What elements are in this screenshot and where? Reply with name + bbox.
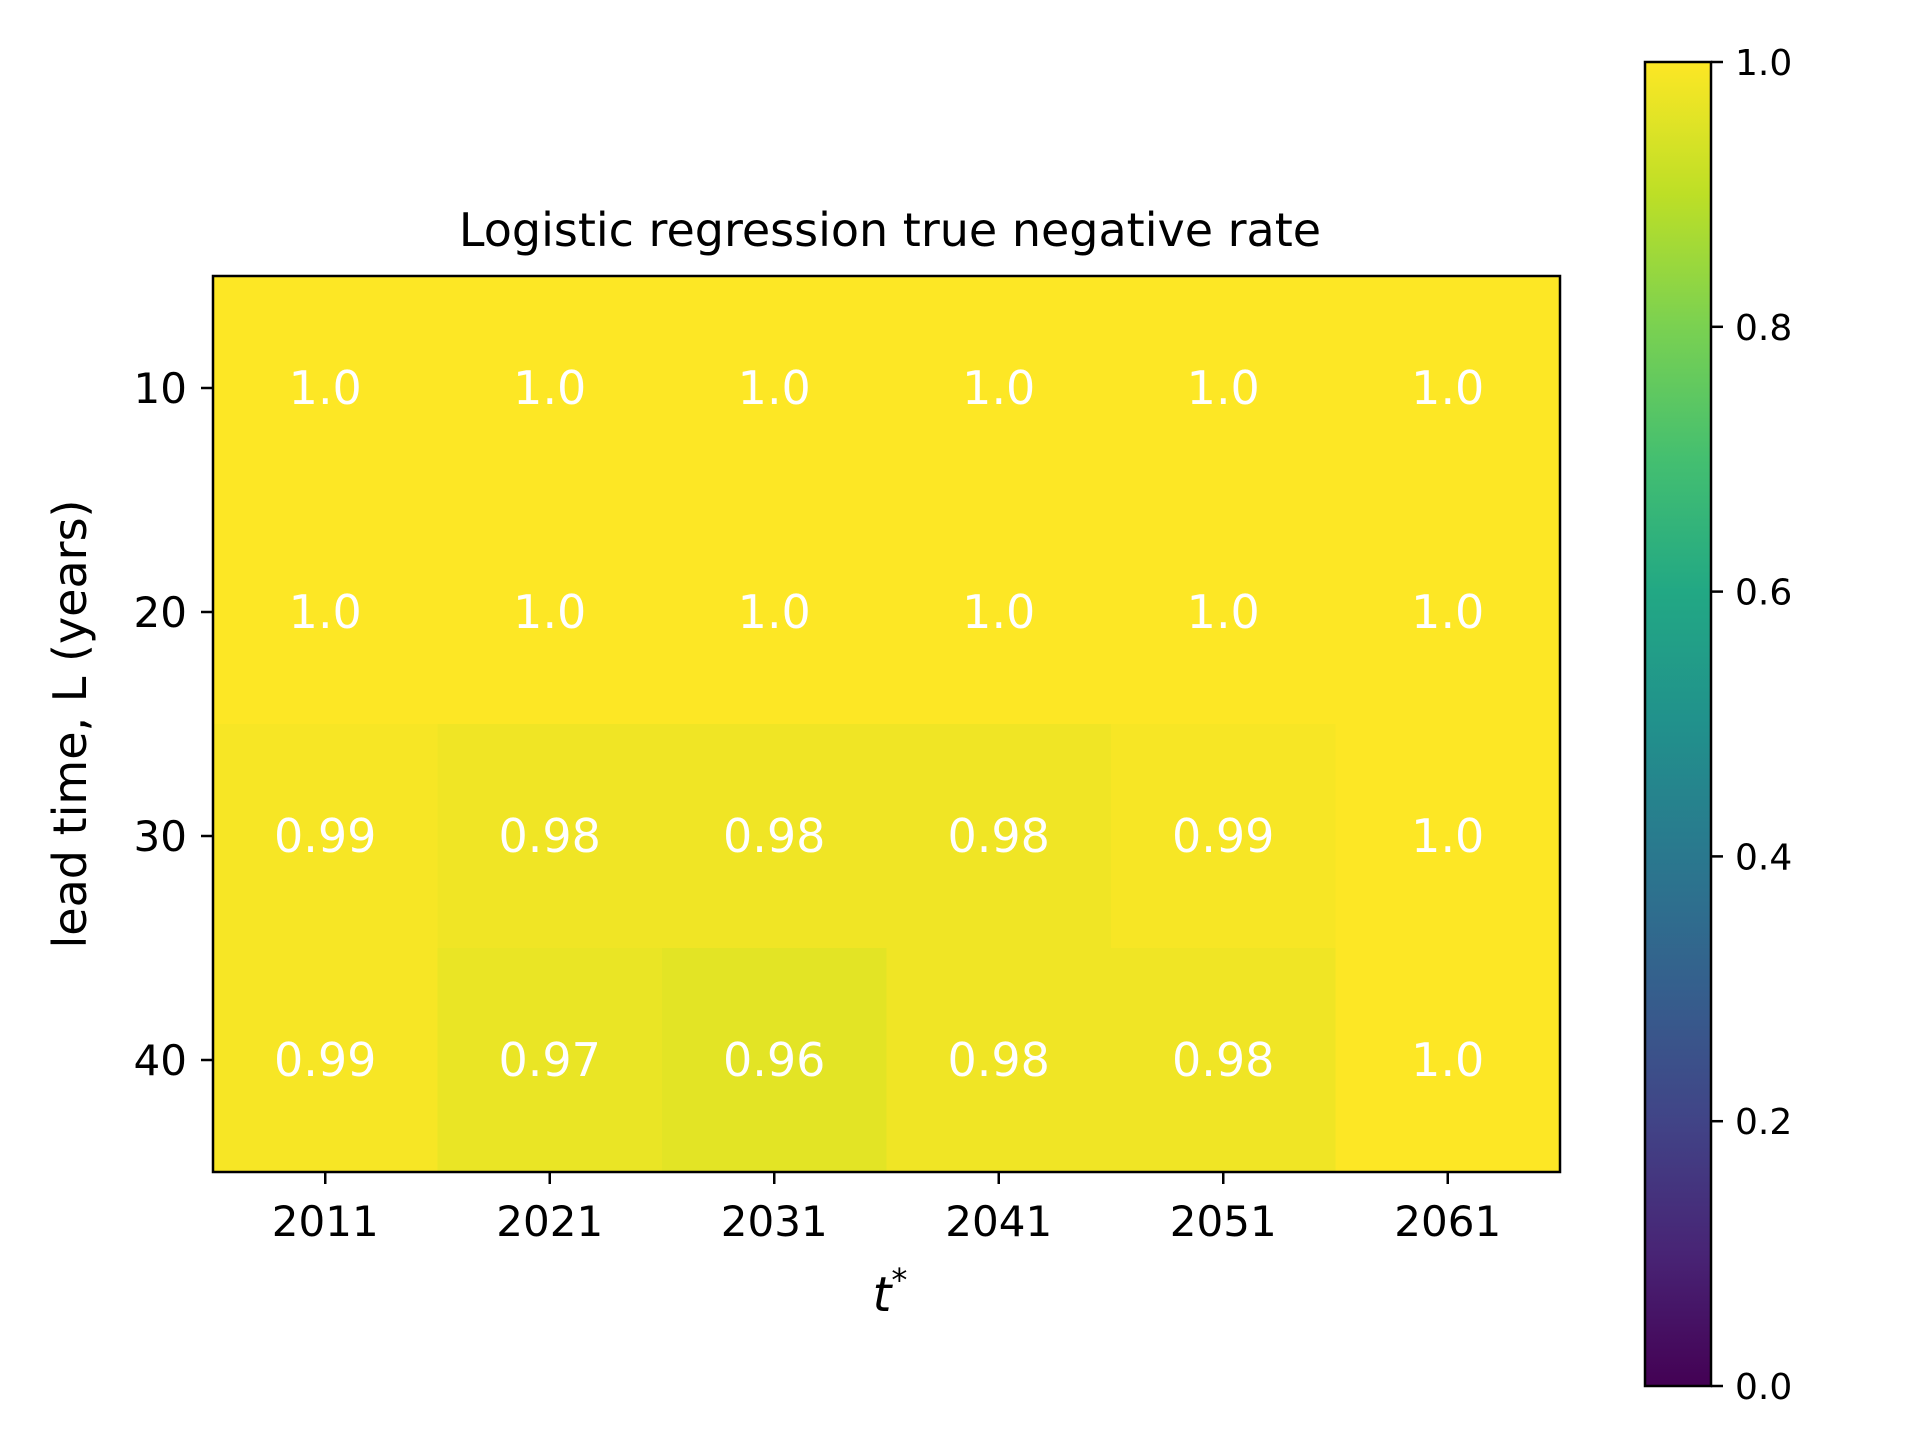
x-tick-label: 2051 bbox=[1170, 1197, 1277, 1246]
colorbar-tick-label: 0.8 bbox=[1735, 308, 1792, 349]
cell-value-label: 1.0 bbox=[1411, 809, 1484, 863]
cell-value-label: 1.0 bbox=[1411, 1033, 1484, 1087]
colorbar-tick-label: 1.0 bbox=[1735, 43, 1792, 84]
heatmap-cell-labels: 1.0 1.0 1.0 1.0 1.0 1.0 1.0 1.0 1.0 1.0 1.0 1.0 0.99… bbox=[274, 361, 1484, 1087]
heatmap-cell bbox=[213, 276, 439, 501]
heatmap-cell bbox=[662, 276, 888, 501]
x-tick-label: 2031 bbox=[721, 1197, 828, 1246]
cell-value-label: 1.0 bbox=[1187, 585, 1260, 639]
heatmap-cell bbox=[886, 276, 1112, 501]
cell-value-label: 1.0 bbox=[962, 361, 1035, 415]
heatmap-cell bbox=[662, 724, 888, 949]
cell-value-label: 0.98 bbox=[948, 1033, 1050, 1087]
x-tick-label: 2041 bbox=[945, 1197, 1052, 1246]
heatmap-cell bbox=[662, 948, 888, 1173]
y-axis-ticks: 10 20 30 40 bbox=[134, 364, 213, 1085]
cell-value-label: 0.98 bbox=[948, 809, 1050, 863]
cell-value-label: 0.99 bbox=[274, 1033, 376, 1087]
heatmap-cell bbox=[213, 724, 439, 949]
heatmap-cell bbox=[437, 276, 663, 501]
heatmap-cell bbox=[1111, 276, 1337, 501]
cell-value-label: 1.0 bbox=[1411, 361, 1484, 415]
heatmap-cell bbox=[1335, 948, 1561, 1173]
heatmap-cell bbox=[1111, 500, 1337, 725]
colorbar-tick-label: 0.2 bbox=[1735, 1102, 1792, 1143]
cell-value-label: 1.0 bbox=[513, 585, 586, 639]
heatmap-cell bbox=[886, 724, 1112, 949]
x-axis-ticks: 2011 2021 2031 2041 2051 2061 bbox=[272, 1172, 1501, 1246]
x-axis-label: t* bbox=[873, 1261, 908, 1323]
cell-value-label: 1.0 bbox=[289, 585, 362, 639]
y-tick-label: 40 bbox=[134, 1036, 187, 1085]
heatmap-cell bbox=[213, 500, 439, 725]
colorbar-tick-label: 0.6 bbox=[1735, 573, 1792, 614]
colorbar-tick-label: 0.0 bbox=[1735, 1367, 1792, 1408]
heatmap-cell bbox=[437, 948, 663, 1173]
cell-value-label: 1.0 bbox=[289, 361, 362, 415]
chart-title: Logistic regression true negative rate bbox=[459, 203, 1321, 257]
colorbar bbox=[1643, 60, 1713, 1388]
cell-value-label: 1.0 bbox=[738, 361, 811, 415]
heatmap-cell bbox=[886, 500, 1112, 725]
cell-value-label: 1.0 bbox=[1411, 585, 1484, 639]
cell-value-label: 1.0 bbox=[738, 585, 811, 639]
cell-value-label: 1.0 bbox=[1187, 361, 1260, 415]
y-tick-label: 20 bbox=[134, 588, 187, 637]
cell-value-label: 0.98 bbox=[499, 809, 601, 863]
cell-value-label: 0.96 bbox=[723, 1033, 825, 1087]
heatmap-cell bbox=[1335, 500, 1561, 725]
plot-frame bbox=[211, 274, 1562, 1174]
cell-value-label: 1.0 bbox=[962, 585, 1035, 639]
heatmap-cell bbox=[1335, 276, 1561, 501]
colorbar-ticks: 0.0 0.2 0.4 0.6 0.8 1.0 bbox=[1711, 43, 1792, 1408]
heatmap-cell bbox=[437, 500, 663, 725]
heatmap-cell bbox=[437, 724, 663, 949]
heatmap-cell bbox=[1111, 948, 1337, 1173]
x-tick-label: 2021 bbox=[496, 1197, 603, 1246]
y-tick-label: 10 bbox=[134, 364, 187, 413]
x-axis-label-main: t bbox=[873, 1267, 894, 1323]
heatmap-cell bbox=[213, 948, 439, 1173]
cell-value-label: 0.99 bbox=[274, 809, 376, 863]
heatmap-cells bbox=[213, 276, 1561, 1173]
heatmap-cell bbox=[1111, 724, 1337, 949]
cell-value-label: 0.98 bbox=[1172, 1033, 1274, 1087]
x-tick-label: 2061 bbox=[1394, 1197, 1501, 1246]
cell-value-label: 0.98 bbox=[723, 809, 825, 863]
x-axis-label-superscript: * bbox=[891, 1261, 907, 1299]
y-tick-label: 30 bbox=[134, 812, 187, 861]
cell-value-label: 0.97 bbox=[499, 1033, 601, 1087]
y-axis-label: lead time, L (years) bbox=[43, 500, 97, 949]
cell-value-label: 1.0 bbox=[513, 361, 586, 415]
heatmap-cell bbox=[886, 948, 1112, 1173]
x-tick-label: 2011 bbox=[272, 1197, 379, 1246]
colorbar-tick-label: 0.4 bbox=[1735, 837, 1792, 878]
cell-value-label: 0.99 bbox=[1172, 809, 1274, 863]
heatmap-cell bbox=[662, 500, 888, 725]
heatmap-cell bbox=[1335, 724, 1561, 949]
